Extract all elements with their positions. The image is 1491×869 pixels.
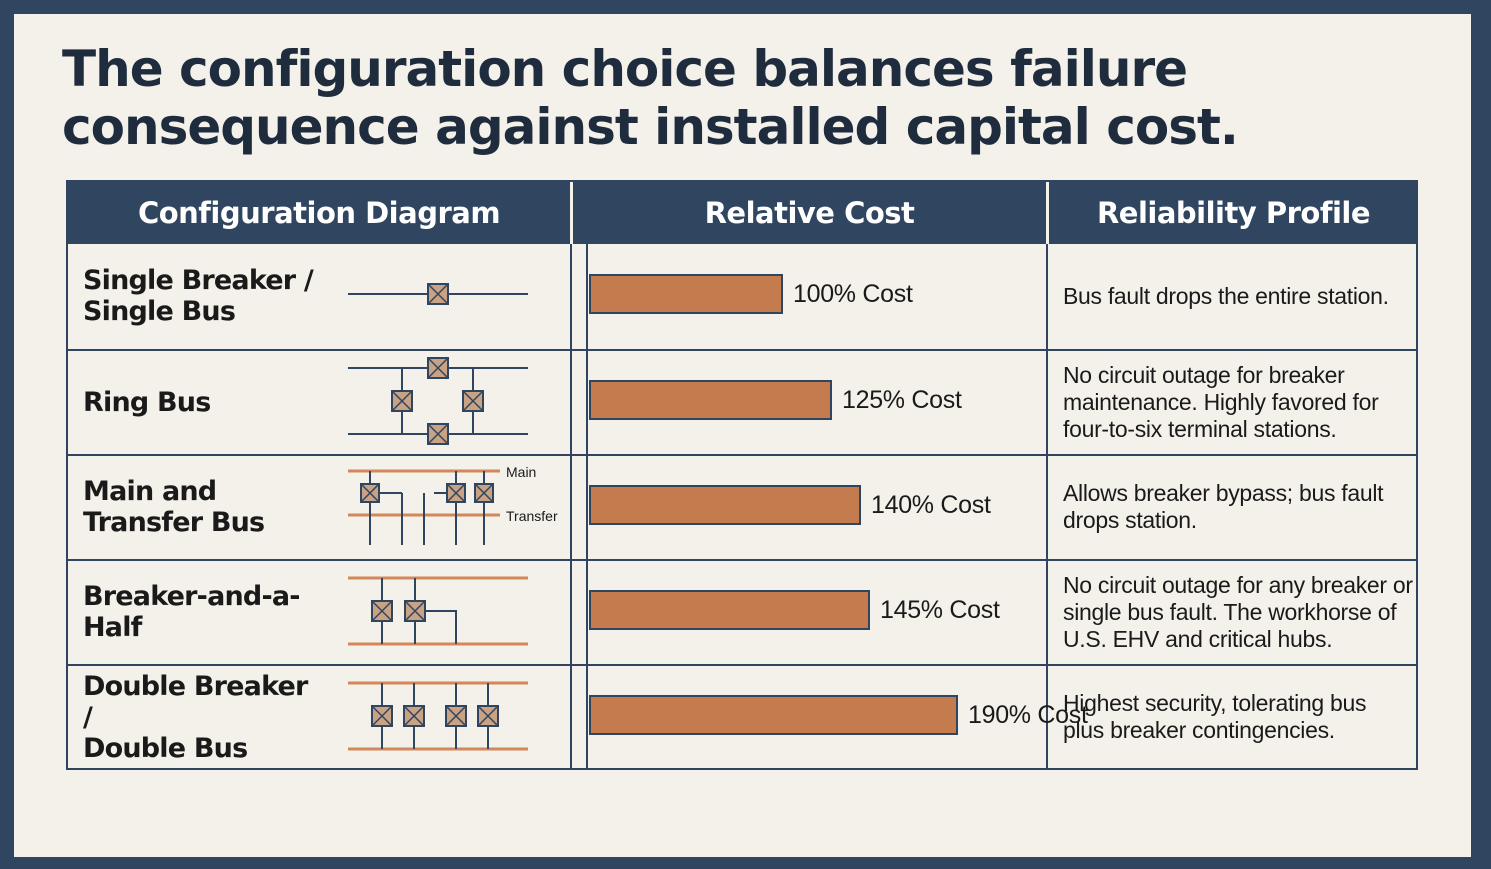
breaker-icon bbox=[477, 705, 499, 727]
single-breaker-diagram bbox=[348, 283, 528, 305]
column-divider bbox=[1046, 244, 1048, 768]
cost-label: 140% Cost bbox=[871, 491, 991, 519]
breaker-icon bbox=[403, 705, 425, 727]
breaker-icon bbox=[462, 390, 484, 412]
configuration-name: Single Breaker / Single Bus bbox=[83, 265, 314, 327]
cost-label: 190% Cost bbox=[968, 701, 1088, 729]
table-row-single-breaker: Single Breaker / Single Bus 100% Cost Bu… bbox=[68, 244, 1416, 348]
breaker-icon bbox=[391, 390, 413, 412]
reliability-profile: No circuit outage for breaker maintenanc… bbox=[1063, 361, 1379, 442]
column-header-profile: Reliability Profile bbox=[1049, 182, 1418, 244]
table-row-main-transfer: Main and Transfer Bus Main Transfer bbox=[68, 455, 1416, 559]
breaker-icon bbox=[446, 483, 466, 503]
configuration-name: Breaker-and-a-Half bbox=[83, 581, 301, 643]
breaker-icon bbox=[427, 423, 449, 445]
header-divider bbox=[570, 182, 572, 244]
cost-label: 145% Cost bbox=[880, 596, 1000, 624]
main-bus-label: Main bbox=[506, 464, 536, 480]
breaker-icon bbox=[427, 357, 449, 379]
column-header-cost: Relative Cost bbox=[573, 182, 1046, 244]
cost-bar bbox=[589, 380, 832, 420]
row-divider bbox=[68, 559, 1416, 561]
column-header-diagram: Configuration Diagram bbox=[68, 182, 570, 244]
cost-bar bbox=[589, 485, 861, 525]
cost-label: 125% Cost bbox=[842, 386, 962, 414]
row-divider bbox=[68, 349, 1416, 351]
row-divider bbox=[68, 454, 1416, 456]
double-breaker-diagram bbox=[348, 681, 528, 751]
breaker-icon bbox=[445, 705, 467, 727]
ring-bus-diagram bbox=[348, 357, 528, 445]
reliability-profile: Allows breaker bypass; bus fault drops s… bbox=[1063, 480, 1384, 533]
header-divider bbox=[1046, 182, 1048, 244]
page-title: The configuration choice balances failur… bbox=[62, 40, 1239, 156]
cost-bar bbox=[589, 590, 870, 630]
column-divider bbox=[586, 244, 588, 768]
reliability-profile: Highest security, tolerating bus plus br… bbox=[1063, 690, 1367, 743]
breaker-icon bbox=[404, 600, 426, 622]
breaker-icon bbox=[371, 705, 393, 727]
reliability-profile: Bus fault drops the entire station. bbox=[1063, 282, 1389, 309]
column-divider bbox=[570, 244, 572, 768]
slide: The configuration choice balances failur… bbox=[14, 14, 1471, 857]
breaker-icon bbox=[474, 483, 494, 503]
breaker-and-a-half-diagram bbox=[348, 576, 528, 646]
configuration-name: Main and Transfer Bus bbox=[83, 476, 265, 538]
breaker-icon bbox=[360, 483, 380, 503]
configuration-name: Ring Bus bbox=[83, 386, 211, 418]
table-row-breaker-and-a-half: Breaker-and-a-Half 145% Cost bbox=[68, 560, 1416, 664]
breaker-icon bbox=[371, 600, 393, 622]
configuration-name: Double Breaker / Double Bus bbox=[83, 670, 308, 764]
reliability-profile: No circuit outage for any breaker or sin… bbox=[1063, 571, 1413, 652]
comparison-table: Configuration Diagram Relative Cost Reli… bbox=[66, 180, 1418, 770]
table-row-double-breaker: Double Breaker / Double Bus bbox=[68, 665, 1416, 769]
row-divider bbox=[68, 664, 1416, 666]
cost-bar bbox=[589, 695, 958, 735]
main-transfer-diagram: Main Transfer bbox=[348, 464, 558, 545]
breaker-icon bbox=[427, 283, 449, 305]
table-row-ring-bus: Ring Bus bbox=[68, 350, 1416, 454]
cost-bar bbox=[589, 274, 783, 314]
cost-label: 100% Cost bbox=[793, 280, 913, 308]
transfer-bus-label: Transfer bbox=[506, 508, 558, 524]
